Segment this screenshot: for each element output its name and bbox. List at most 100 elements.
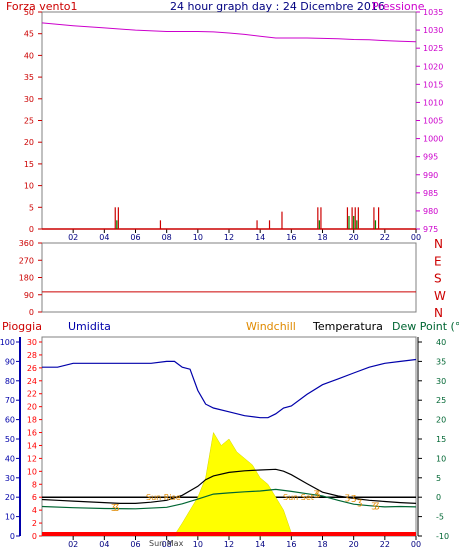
windchill-point: ʒ	[314, 488, 319, 498]
time-tick-label: 22	[380, 540, 390, 549]
pressure-tick-label: 985	[423, 189, 438, 198]
wind-tick-label: 10	[24, 182, 34, 191]
temperature-tick-label: -10	[436, 532, 449, 541]
direction-tick-label: 270	[19, 256, 34, 265]
windchill-point: ʒ	[357, 497, 362, 507]
rain-tick-label: 8	[32, 480, 37, 489]
rain-tick-label: 16	[27, 429, 37, 438]
rain-tick-label: 2	[32, 519, 37, 528]
time-tick-label: 02	[68, 233, 78, 242]
dewpoint-legend: Dew Point (°C	[392, 320, 459, 333]
time-tick-label: 16	[286, 540, 296, 549]
rain-tick-label: 6	[32, 493, 37, 502]
sunmax-label: Sun Max	[149, 539, 184, 548]
time-tick-label: 08	[162, 540, 172, 549]
pressure-tick-label: 995	[423, 153, 438, 162]
rain-tick-label: 0	[32, 532, 37, 541]
rain-tick-label: 14	[27, 441, 37, 450]
direction-tick-label: 180	[19, 274, 34, 283]
time-tick-label: 00	[411, 233, 421, 242]
pressure-tick-label: 1030	[423, 26, 443, 35]
temperature-tick-label: 0	[436, 493, 441, 502]
time-tick-label: 14	[255, 233, 265, 242]
dewpoint-line	[41, 488, 417, 510]
compass-label: S	[434, 272, 442, 286]
humidity-tick-label: 0	[10, 532, 15, 541]
humidity-tick-label: 10	[5, 513, 15, 522]
windchill-point: ʒ	[315, 488, 320, 498]
humidity-legend: Umidita	[68, 320, 111, 333]
rain-tick-label: 20	[27, 403, 37, 412]
pressure-tick-label: 1005	[423, 117, 443, 126]
time-tick-label: 08	[162, 233, 172, 242]
wind-tick-label: 35	[24, 73, 34, 82]
wind-tick-label: 25	[24, 117, 34, 126]
time-tick-label: 12	[224, 540, 234, 549]
time-tick-label: 18	[317, 540, 327, 549]
time-tick-label: 00	[411, 540, 421, 549]
wind-direction-panel	[41, 242, 417, 313]
temperature-tick-label: 35	[436, 357, 446, 366]
rain-tick-label: 4	[32, 506, 37, 515]
wind-tick-label: 40	[24, 51, 34, 60]
windchill-legend: Windchill	[246, 320, 296, 333]
wind-tick-label: 5	[29, 203, 34, 212]
rain-tick-label: 12	[27, 454, 37, 463]
temperature-legend: Temperatura	[312, 320, 383, 333]
pressure-line	[41, 22, 417, 43]
temperature-line	[41, 468, 417, 504]
windchill-point: ʒ	[114, 502, 119, 512]
humidity-tick-label: 20	[5, 493, 15, 502]
humidity-tick-label: 50	[5, 435, 15, 444]
temperature-tick-label: 25	[436, 396, 446, 405]
wind-axis-title: Forza vento1	[6, 0, 78, 13]
rain-tick-label: 22	[27, 390, 37, 399]
time-tick-label: 10	[193, 540, 203, 549]
pressure-axis-title: Pressione	[372, 0, 425, 13]
temperature-tick-label: 15	[436, 435, 446, 444]
time-tick-label: 04	[99, 233, 109, 242]
humidity-tick-label: 30	[5, 474, 15, 483]
pressure-tick-label: 980	[423, 207, 438, 216]
temperature-tick-label: 5	[436, 474, 441, 483]
windchill-point: ʒ	[371, 500, 376, 510]
windchill-point: ʒ	[345, 492, 350, 502]
direction-tick-label: 0	[29, 308, 34, 317]
humidity-line	[42, 358, 417, 419]
time-tick-label: 16	[286, 233, 296, 242]
humidity-tick-label: 70	[5, 396, 15, 405]
temperature-tick-label: -5	[436, 513, 444, 522]
humidity-tick-label: 60	[5, 416, 15, 425]
pressure-tick-label: 1035	[423, 8, 443, 17]
time-tick-label: 06	[130, 540, 140, 549]
compass-label: W	[434, 289, 446, 303]
direction-tick-label: 90	[24, 291, 34, 300]
direction-tick-label: 360	[19, 239, 34, 248]
time-tick-label: 02	[68, 540, 78, 549]
time-tick-label: 14	[255, 540, 265, 549]
wind-tick-label: 0	[29, 225, 34, 234]
pressure-tick-label: 1000	[423, 135, 443, 144]
wind-tick-label: 30	[24, 95, 34, 104]
compass-label: N	[434, 306, 443, 320]
wind-pressure-panel	[41, 11, 417, 230]
time-tick-label: 10	[193, 233, 203, 242]
rain-tick-label: 30	[27, 338, 37, 347]
wind-tick-label: 15	[24, 160, 34, 169]
time-tick-label: 12	[224, 233, 234, 242]
compass-label: N	[434, 237, 443, 251]
compass-label: E	[434, 254, 442, 268]
rain-tick-label: 26	[27, 364, 37, 373]
wind-tick-label: 45	[24, 30, 34, 39]
windchill-point: ʒ	[111, 502, 116, 512]
temperature-tick-label: 40	[436, 338, 446, 347]
wind-tick-label: 50	[24, 8, 34, 17]
pressure-tick-label: 990	[423, 171, 438, 180]
temperature-tick-label: 10	[436, 454, 446, 463]
humidity-tick-label: 80	[5, 377, 15, 386]
sunrise-label: Sun Rise	[146, 493, 181, 502]
time-tick-label: 22	[380, 233, 390, 242]
rain-tick-label: 28	[27, 351, 37, 360]
windchill-point: ʒ	[351, 493, 356, 503]
